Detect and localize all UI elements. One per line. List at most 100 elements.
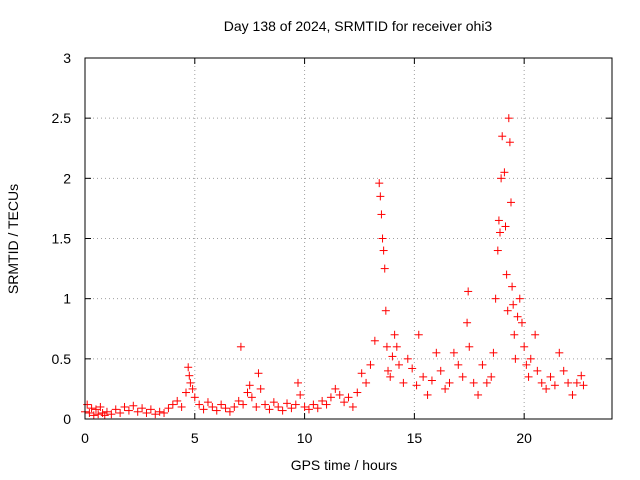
data-point	[300, 402, 309, 411]
data-point	[230, 402, 239, 411]
data-point	[505, 138, 514, 147]
data-point	[564, 378, 573, 387]
data-point	[102, 407, 111, 416]
data-point	[190, 393, 199, 402]
data-point	[278, 406, 287, 415]
data-point	[185, 371, 194, 380]
data-point	[395, 360, 404, 369]
data-point	[173, 396, 182, 405]
data-point	[412, 381, 421, 390]
data-point	[454, 360, 463, 369]
data-point	[427, 376, 436, 385]
data-point	[309, 400, 318, 409]
data-point	[524, 372, 533, 381]
data-point	[469, 378, 478, 387]
data-point	[221, 404, 230, 413]
data-point	[520, 342, 529, 351]
data-point	[388, 352, 397, 361]
y-axis-label: SRMTID / TECUs	[5, 184, 21, 294]
data-point	[168, 400, 177, 409]
data-point	[133, 407, 142, 416]
data-point	[509, 300, 518, 309]
data-point	[326, 393, 335, 402]
data-point	[555, 348, 564, 357]
data-point	[85, 408, 94, 417]
data-point	[89, 411, 98, 420]
data-point	[296, 390, 305, 399]
data-point	[432, 348, 441, 357]
data-point	[423, 390, 432, 399]
data-point	[392, 342, 401, 351]
x-axis-label: GPS time / hours	[291, 457, 398, 473]
data-point	[474, 390, 483, 399]
data-point	[378, 234, 387, 243]
data-point	[335, 390, 344, 399]
data-point	[489, 348, 498, 357]
x-tick-label: 20	[516, 430, 532, 446]
data-point	[151, 410, 160, 419]
data-point	[503, 306, 512, 315]
data-point	[382, 342, 391, 351]
grid	[85, 58, 612, 419]
data-point	[513, 312, 522, 321]
data-point	[494, 216, 503, 225]
data-point	[212, 406, 221, 415]
data-point	[322, 400, 331, 409]
data-point	[188, 384, 197, 393]
data-point	[91, 405, 100, 414]
data-point	[225, 407, 234, 416]
data-point	[366, 360, 375, 369]
data-point	[500, 168, 509, 177]
data-point	[482, 378, 491, 387]
data-point	[318, 396, 327, 405]
data-point	[344, 393, 353, 402]
data-point	[293, 378, 302, 387]
chart-title: Day 138 of 2024, SRMTID for receiver ohi…	[224, 18, 493, 34]
data-point	[331, 384, 340, 393]
data-point	[517, 318, 526, 327]
data-point	[464, 287, 473, 296]
data-point	[146, 405, 155, 414]
data-point	[375, 179, 384, 188]
data-point	[487, 372, 496, 381]
data-point	[138, 404, 147, 413]
data-point	[129, 401, 138, 410]
data-point	[160, 408, 169, 417]
data-point	[504, 114, 513, 123]
data-point	[195, 400, 204, 409]
data-point	[526, 354, 535, 363]
data-point	[247, 393, 256, 402]
data-point	[502, 270, 511, 279]
data-point	[478, 360, 487, 369]
data-point	[287, 404, 296, 413]
data-point	[116, 408, 125, 417]
data-point	[184, 363, 193, 372]
data-point	[441, 384, 450, 393]
data-point	[256, 384, 265, 393]
data-point	[269, 398, 278, 407]
data-point	[199, 405, 208, 414]
data-point	[142, 408, 151, 417]
data-point	[252, 402, 261, 411]
data-point	[357, 369, 366, 378]
data-point	[291, 400, 300, 409]
data-point	[510, 330, 519, 339]
data-point	[568, 390, 577, 399]
data-point	[399, 378, 408, 387]
data-point	[362, 378, 371, 387]
data-point	[340, 398, 349, 407]
data-point	[384, 366, 393, 375]
data-point	[245, 381, 254, 390]
data-point	[533, 366, 542, 375]
data-point	[177, 402, 186, 411]
y-tick-label: 1	[63, 291, 71, 307]
data-point	[283, 399, 292, 408]
x-tick-label: 5	[191, 430, 199, 446]
y-tick-label: 0.5	[52, 351, 72, 367]
y-tick-label: 3	[63, 50, 71, 66]
data-point	[546, 372, 555, 381]
data-point	[403, 354, 412, 363]
data-point	[261, 400, 270, 409]
data-point	[313, 404, 322, 413]
data-point	[370, 336, 379, 345]
